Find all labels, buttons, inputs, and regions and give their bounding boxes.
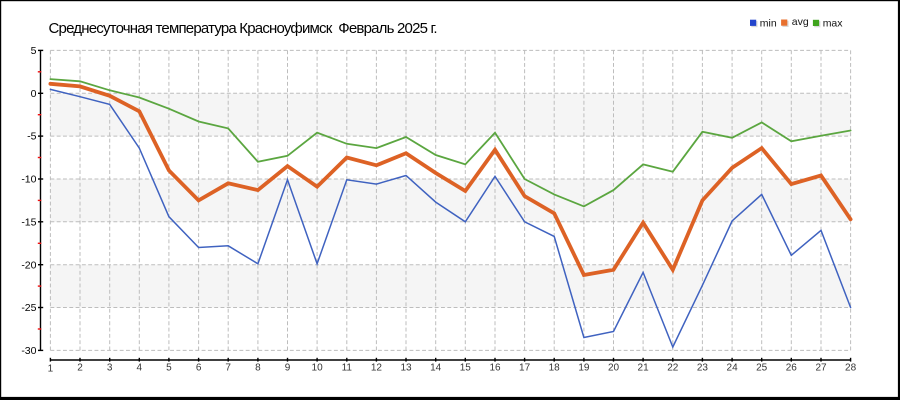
svg-text:-5: -5 bbox=[27, 131, 36, 143]
svg-text:13: 13 bbox=[400, 362, 412, 373]
svg-text:21: 21 bbox=[638, 362, 650, 373]
svg-text:22: 22 bbox=[667, 362, 679, 373]
svg-text:23: 23 bbox=[697, 362, 709, 373]
svg-text:4: 4 bbox=[137, 362, 143, 373]
svg-text:-25: -25 bbox=[21, 302, 36, 314]
svg-text:10: 10 bbox=[312, 362, 324, 373]
svg-text:16: 16 bbox=[489, 362, 501, 373]
svg-text:7: 7 bbox=[225, 362, 231, 373]
svg-text:15: 15 bbox=[460, 362, 472, 373]
svg-text:0: 0 bbox=[31, 88, 37, 100]
svg-text:19: 19 bbox=[578, 362, 590, 373]
svg-text:26: 26 bbox=[786, 362, 798, 373]
svg-text:18: 18 bbox=[549, 362, 561, 373]
svg-text:-10: -10 bbox=[21, 174, 36, 186]
svg-text:avg: avg bbox=[792, 16, 809, 28]
svg-text:min: min bbox=[760, 18, 777, 30]
svg-text:6: 6 bbox=[196, 362, 202, 373]
svg-text:-20: -20 bbox=[21, 259, 36, 271]
svg-text:Среднесуточная температура Кра: Среднесуточная температура Красноуфимск … bbox=[49, 20, 437, 37]
svg-text:5: 5 bbox=[31, 45, 37, 57]
svg-text:20: 20 bbox=[608, 362, 620, 373]
svg-text:8: 8 bbox=[255, 362, 261, 373]
svg-text:12: 12 bbox=[371, 362, 383, 373]
svg-text:-15: -15 bbox=[21, 216, 36, 228]
svg-text:11: 11 bbox=[342, 362, 353, 373]
svg-text:1: 1 bbox=[48, 363, 54, 374]
svg-text:28: 28 bbox=[845, 362, 857, 373]
svg-text:27: 27 bbox=[815, 362, 827, 373]
svg-text:-30: -30 bbox=[21, 345, 36, 357]
svg-text:max: max bbox=[823, 18, 844, 30]
svg-text:14: 14 bbox=[430, 362, 442, 373]
svg-text:3: 3 bbox=[107, 362, 113, 373]
svg-text:25: 25 bbox=[756, 362, 768, 373]
svg-text:5: 5 bbox=[166, 362, 172, 373]
svg-text:17: 17 bbox=[519, 362, 531, 373]
svg-text:24: 24 bbox=[727, 362, 739, 373]
svg-text:9: 9 bbox=[285, 362, 291, 373]
svg-text:2: 2 bbox=[77, 362, 83, 373]
